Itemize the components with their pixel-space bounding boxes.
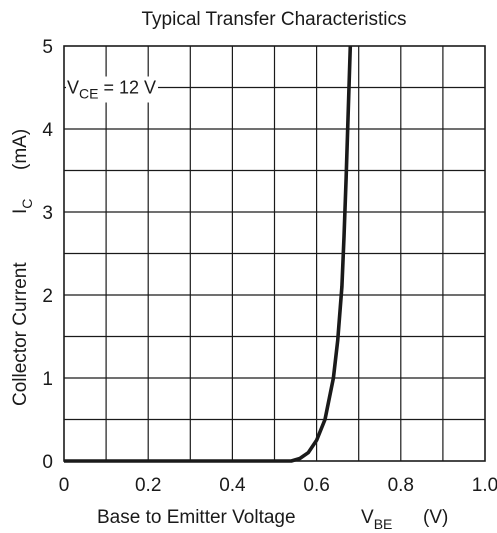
y-tick-label: 1	[42, 369, 53, 390]
x-axis-label-subscript: BE	[374, 516, 393, 532]
x-tick-label: 0.6	[303, 475, 329, 496]
x-axis-label-symbol: V	[361, 507, 374, 528]
y-tick-label: 4	[42, 120, 53, 141]
x-axis-label-unit: (V)	[423, 507, 448, 528]
x-axis-label-main: Base to Emitter Voltage	[97, 507, 296, 528]
vce-annotation: VCE = 12 V	[67, 78, 156, 102]
annotation-symbol: V	[67, 78, 79, 98]
y-tick-labels: 0 1 2 3 4 5	[42, 37, 53, 473]
chart-title: Typical Transfer Characteristics	[141, 9, 406, 30]
x-tick-label: 0.4	[219, 475, 246, 496]
annotation-background	[66, 76, 159, 103]
annotation-value: = 12 V	[98, 78, 156, 98]
y-tick-label: 3	[42, 203, 53, 224]
x-tick-labels: 0 0.2 0.4 0.6 0.8 1.0	[59, 475, 497, 496]
y-axis-label-subscript: C	[19, 199, 35, 209]
horizontal-gridlines	[64, 86, 485, 421]
series-line	[64, 45, 353, 463]
x-tick-label: 1.0	[472, 475, 497, 496]
y-axis-label-unit: (mA)	[10, 129, 31, 170]
x-tick-label: 0.8	[388, 475, 414, 496]
y-tick-label: 2	[42, 286, 53, 307]
x-tick-label: 0	[59, 475, 70, 496]
x-axis-label: Base to Emitter Voltage VBE (V)	[97, 507, 448, 532]
annotation-subscript: CE	[79, 86, 98, 102]
x-tick-label: 0.2	[135, 475, 161, 496]
y-axis-label-main: Collector Current	[10, 262, 31, 406]
y-tick-label: 5	[42, 37, 53, 58]
y-tick-label: 0	[42, 452, 53, 473]
y-axis-label: Collector Current IC (mA)	[10, 129, 35, 406]
y-axis-label-symbol: I	[10, 209, 31, 214]
